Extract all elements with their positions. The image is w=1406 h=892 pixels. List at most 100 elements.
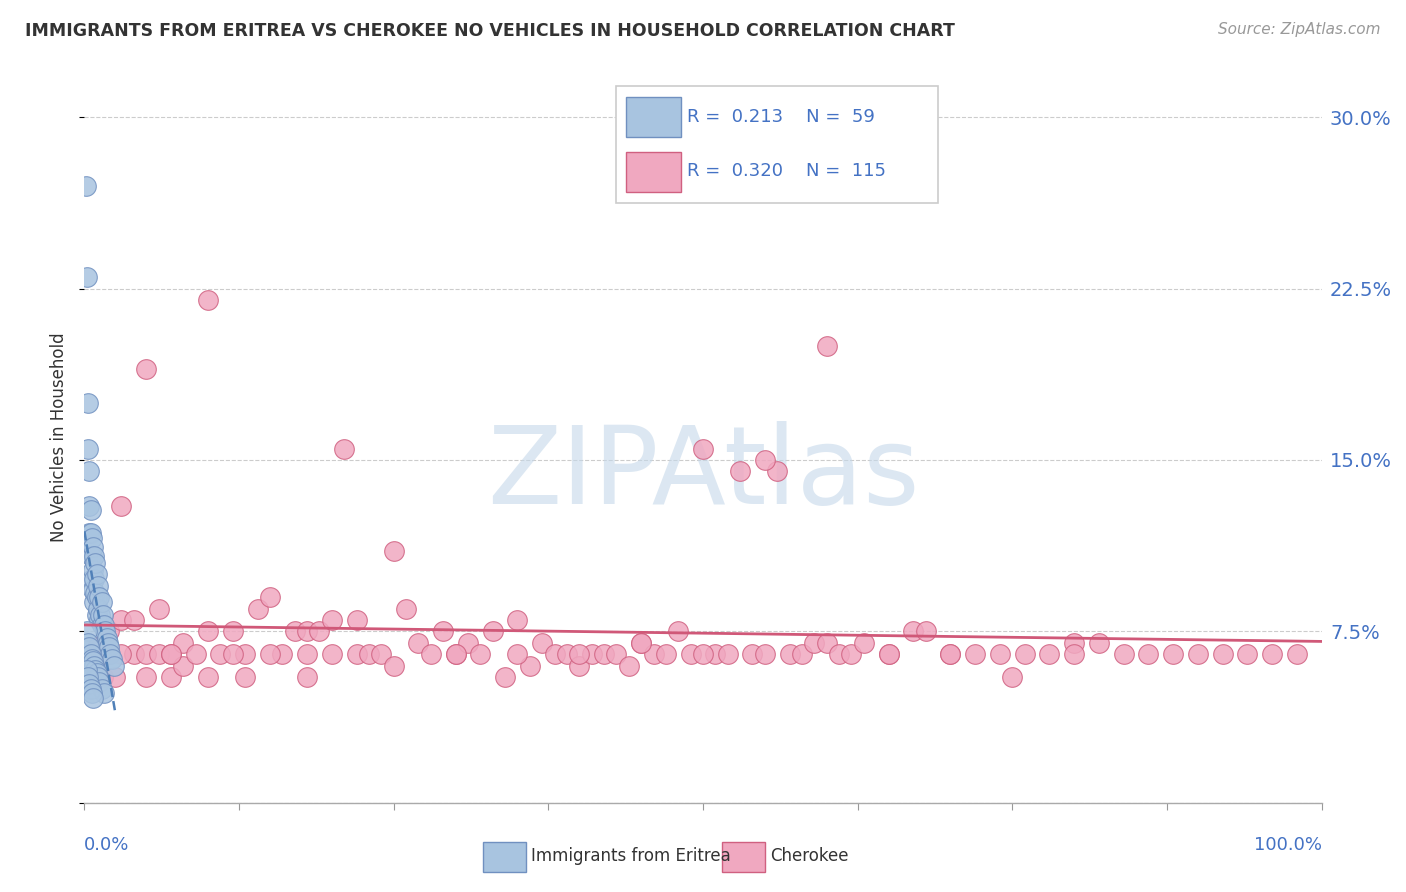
Point (84, 556, 107, 570)
Point (80, 531, 103, 545)
Point (76, 663, 98, 677)
Point (75, 178, 97, 193)
Point (408, 636, 430, 650)
Point (84, 663, 107, 677)
Point (346, 647, 368, 661)
Point (160, 670, 183, 684)
Point (79, 526, 101, 541)
Point (87, 601, 110, 615)
Point (98, 624, 121, 639)
Point (83, 658, 105, 673)
Point (83, 572, 105, 586)
Point (444, 647, 467, 661)
Point (295, 624, 318, 639)
Point (419, 647, 441, 661)
Point (519, 658, 541, 673)
Point (82, 583, 104, 598)
Point (1001, 670, 1024, 684)
Point (222, 624, 245, 639)
Point (1088, 636, 1111, 650)
Point (98, 647, 121, 661)
Point (79, 503, 101, 517)
Point (104, 670, 127, 684)
Point (877, 647, 900, 661)
Point (98, 647, 121, 661)
Point (581, 647, 603, 661)
Point (83, 549, 105, 563)
Point (90, 681, 112, 696)
Point (790, 647, 813, 661)
FancyBboxPatch shape (723, 842, 765, 872)
Point (89, 608, 111, 623)
Point (79, 647, 101, 661)
Point (160, 647, 183, 661)
Point (80, 686, 103, 700)
Point (86, 590, 108, 604)
Point (246, 601, 269, 615)
Point (965, 647, 987, 661)
Point (271, 647, 294, 661)
Point (692, 647, 714, 661)
Point (82, 540, 104, 554)
Point (98, 640, 121, 655)
Point (382, 544, 405, 558)
Point (1212, 647, 1234, 661)
Point (903, 624, 925, 639)
Point (98, 647, 121, 661)
Point (135, 670, 157, 684)
Point (852, 636, 875, 650)
Point (91, 608, 114, 623)
Point (815, 338, 838, 352)
Point (79, 677, 101, 691)
Point (90, 617, 112, 632)
Point (184, 647, 207, 661)
Point (655, 647, 678, 661)
Point (110, 647, 132, 661)
Point (333, 442, 356, 456)
Point (197, 624, 219, 639)
Point (1063, 636, 1085, 650)
Point (543, 647, 565, 661)
Text: 0.0%: 0.0% (84, 836, 129, 854)
Point (86, 665, 108, 680)
Point (77, 396, 100, 410)
Point (692, 442, 714, 456)
Point (568, 647, 591, 661)
Point (79, 640, 101, 655)
Point (1187, 647, 1209, 661)
Point (79, 499, 101, 513)
Point (76, 270, 98, 285)
Point (80, 652, 103, 666)
Point (87, 579, 110, 593)
Point (135, 647, 157, 661)
Point (803, 636, 825, 650)
Point (988, 647, 1011, 661)
Point (593, 647, 616, 661)
Point (346, 613, 368, 627)
Point (1014, 647, 1036, 661)
Point (97, 636, 120, 650)
Point (617, 658, 640, 673)
Point (233, 670, 256, 684)
Point (122, 647, 145, 661)
Point (481, 624, 503, 639)
Point (82, 563, 104, 577)
Point (76, 624, 98, 639)
Point (939, 647, 962, 661)
Point (1038, 647, 1060, 661)
Point (93, 617, 115, 632)
Point (568, 658, 591, 673)
Text: Immigrants from Eritrea: Immigrants from Eritrea (531, 847, 731, 865)
Point (754, 647, 776, 661)
Point (77, 670, 100, 684)
Point (382, 658, 405, 673)
Point (321, 647, 343, 661)
Point (704, 647, 727, 661)
Point (643, 647, 665, 661)
Point (148, 647, 170, 661)
Point (1261, 647, 1284, 661)
Point (90, 595, 112, 609)
Point (259, 590, 281, 604)
Point (1063, 647, 1085, 661)
Point (877, 647, 900, 661)
